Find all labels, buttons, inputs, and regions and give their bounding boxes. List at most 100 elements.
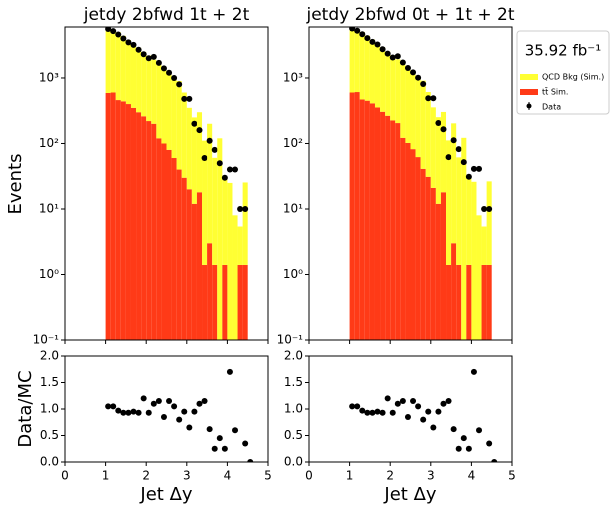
bar (461, 137, 467, 340)
bar (456, 264, 462, 340)
data-point (425, 95, 432, 102)
data-point (226, 166, 233, 173)
bar (207, 243, 213, 340)
bar (369, 103, 375, 340)
bar (196, 192, 203, 340)
data-point (465, 173, 472, 180)
y-tick-label: 1.0 (284, 402, 303, 416)
ratio-point (115, 407, 122, 414)
bar (222, 264, 228, 340)
bar (110, 29, 116, 93)
x-tick-label: 1 (102, 469, 110, 483)
axes-frame (308, 355, 513, 463)
bar (130, 107, 137, 340)
ratio-point (430, 424, 437, 431)
bar (405, 142, 411, 340)
bar (156, 138, 162, 340)
ratio-point (186, 424, 193, 431)
y-tick-label: 10² (39, 136, 59, 150)
data-point (359, 31, 366, 38)
ratio-point (206, 426, 213, 433)
ratio-point (445, 398, 452, 405)
ratio-point (232, 427, 239, 434)
data-point (450, 137, 457, 144)
bar (380, 111, 386, 340)
y-tick-label: 1.0 (40, 402, 59, 416)
bar (110, 92, 116, 340)
bar (191, 117, 197, 204)
panel-title: jetdy 2bfwd 0t + 1t + 2t (305, 5, 514, 25)
ratio-point (211, 445, 218, 452)
main-plot (105, 27, 249, 340)
bar (176, 169, 182, 340)
bar (435, 117, 441, 204)
data-point (150, 53, 157, 60)
data-point (155, 59, 162, 66)
data-point (130, 41, 137, 48)
y-tick-label: 10⁰ (39, 267, 59, 281)
ratio-plot (349, 368, 498, 462)
ratio-point (379, 409, 386, 416)
bar (395, 59, 401, 124)
data-point (440, 126, 447, 133)
y-tick-label: 10² (283, 136, 303, 150)
data-point (237, 205, 244, 212)
bar (466, 264, 472, 340)
ratio-point (110, 403, 117, 410)
bar (136, 112, 142, 340)
ratio-point (201, 398, 208, 405)
data-point (384, 50, 391, 57)
data-point (445, 154, 452, 161)
y-tick-label: 1.5 (284, 375, 303, 389)
ratio-point (247, 459, 254, 462)
ratio-point (140, 395, 147, 402)
data-point (115, 31, 122, 38)
bar (354, 92, 360, 340)
data-point (476, 165, 483, 172)
bar (171, 77, 177, 159)
bar (105, 92, 111, 340)
bar (425, 176, 431, 340)
data-point (232, 166, 239, 173)
ratio-point (105, 403, 112, 410)
bar (359, 31, 365, 100)
bar (151, 59, 157, 124)
data-point (166, 69, 173, 76)
ratio-point (435, 408, 442, 415)
bar (120, 35, 126, 102)
data-point (160, 65, 167, 72)
bar (410, 73, 416, 150)
bar (181, 92, 187, 178)
bar (186, 107, 192, 190)
ratio-point (415, 403, 422, 410)
bar (364, 100, 370, 340)
x-axis-label: Jet Δy (383, 484, 436, 505)
bar (171, 158, 177, 340)
data-point (369, 38, 376, 45)
legend-swatch (520, 74, 538, 80)
x-tick-label: 3 (183, 469, 191, 483)
bar (385, 115, 391, 340)
data-point (120, 35, 127, 42)
data-point (364, 35, 371, 42)
bar (115, 100, 121, 340)
bar (359, 99, 365, 340)
ratio-point (491, 459, 498, 462)
bar (476, 215, 482, 340)
bar (425, 91, 431, 177)
bar (141, 51, 147, 117)
bar (207, 123, 213, 244)
bar (440, 111, 447, 193)
data-point (140, 51, 147, 58)
bar (374, 107, 381, 340)
y-tick-label: 0.0 (284, 455, 303, 469)
data-point (201, 155, 208, 162)
bar (156, 64, 162, 139)
bar (105, 27, 111, 93)
ratio-point (145, 409, 152, 416)
bar (471, 181, 477, 340)
data-point (374, 41, 381, 48)
bar (420, 80, 426, 169)
legend-label: tt̄ Sim. (542, 86, 568, 96)
